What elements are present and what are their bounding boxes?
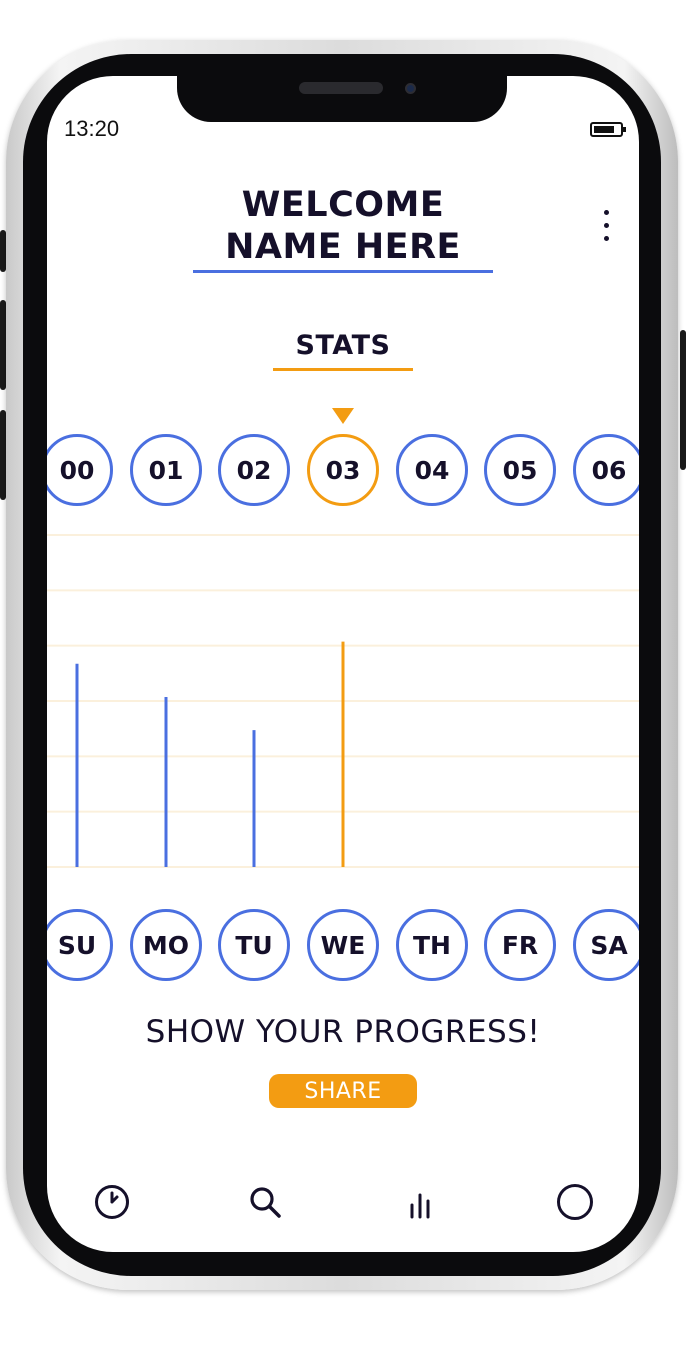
welcome-underline (193, 270, 493, 273)
day-circle-mo[interactable]: MO (130, 909, 202, 981)
activity-chart (47, 531, 639, 871)
status-time: 13:20 (64, 116, 120, 141)
day-circle-th[interactable]: TH (396, 909, 468, 981)
day-circle-tu[interactable]: TU (218, 909, 290, 981)
day-circle-we[interactable]: WE (307, 909, 379, 981)
chart-svg (47, 534, 639, 868)
battery-icon (590, 122, 626, 137)
day-circle-su[interactable]: SU (47, 909, 113, 981)
hour-circle-03[interactable]: 03 (307, 434, 379, 506)
volume-down-button (0, 410, 6, 500)
selected-hour-pointer-icon (332, 408, 354, 424)
day-circle-fr[interactable]: FR (484, 909, 556, 981)
volume-up-button (0, 300, 6, 390)
hour-circle-04[interactable]: 04 (396, 434, 468, 506)
silent-switch (0, 230, 6, 272)
hour-circle-02[interactable]: 02 (218, 434, 290, 506)
hour-circle-05[interactable]: 05 (484, 434, 556, 506)
day-circle-sa[interactable]: SA (573, 909, 639, 981)
front-camera (405, 83, 416, 94)
hour-circle-06[interactable]: 06 (573, 434, 639, 506)
stats-underline (273, 368, 413, 371)
hour-circle-01[interactable]: 01 (130, 434, 202, 506)
power-button (680, 330, 686, 470)
app-screen: 13:20 WELCOME NAME HERE STATS 00 01 02 03 04… (47, 76, 639, 1252)
hour-circle-00[interactable]: 00 (47, 434, 113, 506)
share-button[interactable]: SHARE (269, 1074, 417, 1108)
welcome-title: WELCOME NAME HERE (47, 184, 639, 268)
bottom-nav (47, 1180, 639, 1224)
stats-bars-icon[interactable] (398, 1180, 442, 1224)
progress-prompt: SHOW YOUR PROGRESS! (145, 1014, 541, 1050)
speaker (299, 82, 383, 94)
stats-title: STATS (295, 330, 391, 361)
profile-circle-icon[interactable] (553, 1180, 597, 1224)
more-menu-icon[interactable] (599, 210, 613, 246)
notch (177, 76, 507, 122)
search-icon[interactable] (243, 1180, 287, 1224)
clock-icon[interactable] (90, 1180, 134, 1224)
welcome-line-2: NAME HERE (225, 227, 461, 267)
welcome-line-1: WELCOME (241, 185, 445, 225)
